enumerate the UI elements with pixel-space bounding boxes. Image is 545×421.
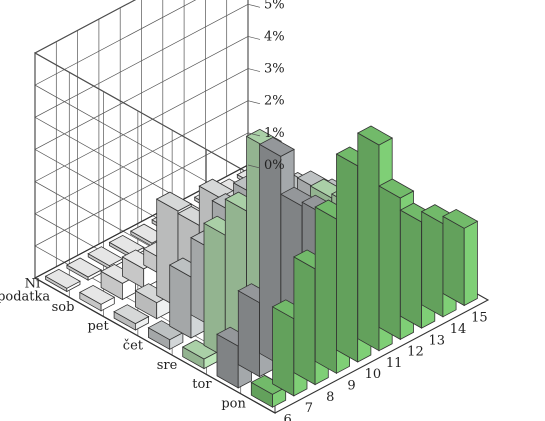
bar: [78, 284, 116, 312]
bar-top: [378, 178, 415, 199]
y-tick-label: sob: [52, 300, 75, 315]
bar-side: [357, 132, 380, 352]
z-tick: [247, 36, 261, 40]
bar-top: [442, 208, 479, 229]
z-tick: [247, 3, 261, 8]
bar-side: [336, 153, 359, 363]
bar-top: [66, 257, 103, 278]
bar-side: [314, 206, 337, 374]
x-tick-label: 13: [428, 333, 445, 348]
z-tick: [247, 68, 261, 72]
bar-top: [258, 136, 295, 157]
y-tick-label: pon: [221, 396, 246, 411]
bar-top: [44, 268, 81, 289]
x-tick-label: 7: [305, 401, 313, 416]
x-tick-label: 12: [407, 345, 424, 360]
z-tick-label: 1%: [264, 126, 285, 141]
bar: [147, 320, 184, 350]
bar-side: [169, 264, 192, 339]
bar-top: [108, 234, 145, 255]
x-tick-label: 8: [326, 390, 334, 405]
bar: [181, 339, 219, 370]
bar: [66, 257, 103, 281]
z-tick-label: 2%: [264, 94, 285, 109]
bar-side: [293, 256, 316, 386]
y-tick-label: Ni podatka: [0, 277, 50, 305]
x-tick-label: 14: [450, 322, 467, 337]
bar-top: [113, 304, 150, 325]
axis-labels: 0%1%2%3%4%5%6%7%6789101112131415pontorsr…: [0, 0, 488, 421]
bar: [113, 304, 150, 331]
x-tick-label: 15: [471, 311, 488, 326]
x-tick-label: 11: [386, 356, 403, 371]
bar-top: [155, 191, 193, 212]
bar: [44, 268, 81, 293]
z-gridline: [34, 0, 276, 189]
z-tick: [247, 164, 261, 169]
bar-top: [87, 246, 124, 267]
bar-top: [181, 339, 219, 360]
bar-side: [378, 185, 401, 341]
z-tick-label: 5%: [264, 0, 285, 12]
bar-side: [421, 210, 444, 318]
bar-top: [356, 125, 394, 146]
bar-side: [442, 215, 465, 307]
bar-side: [237, 290, 260, 378]
bar: [442, 208, 479, 307]
z-tick-label: 3%: [264, 62, 285, 77]
y-tick-label: čet: [123, 339, 144, 354]
bar-side: [399, 209, 423, 329]
z-tick: [247, 100, 261, 105]
bar-top: [78, 284, 116, 305]
x-tick-label: 9: [347, 378, 355, 393]
y-tick-label: pet: [87, 319, 109, 334]
bars: [44, 125, 479, 408]
x-tick-label: 10: [365, 367, 382, 382]
bar-top: [147, 320, 184, 341]
y-tick-label: tor: [192, 377, 212, 392]
z-tick: [247, 132, 261, 137]
bar-side: [272, 306, 295, 397]
y-tick-label: sre: [157, 358, 178, 373]
bar-top: [250, 374, 287, 395]
bar-front: [463, 220, 478, 307]
x-tick-label: 6: [284, 412, 292, 421]
z-tick-label: 4%: [264, 29, 285, 44]
z-tick-label: 0%: [264, 158, 285, 173]
